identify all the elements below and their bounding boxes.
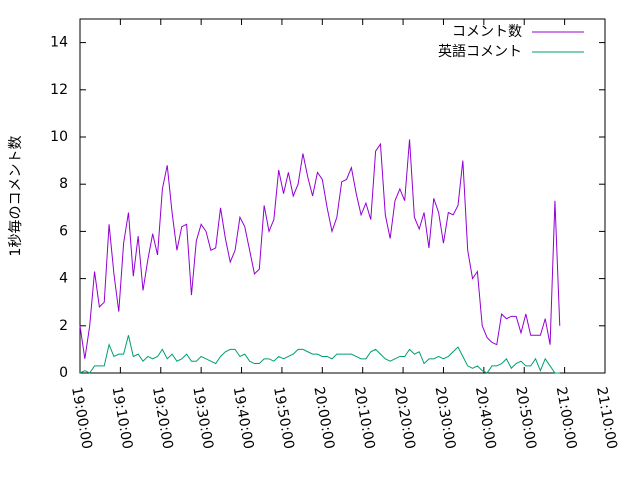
x-tick-label: 20:50:00 (512, 386, 539, 451)
x-tick-label: 20:10:00 (351, 386, 378, 451)
legend-label: コメント数 (452, 24, 522, 40)
y-tick-label: 8 (59, 176, 68, 192)
x-tick-label: 20:30:00 (432, 386, 459, 451)
x-tick-label: 19:30:00 (189, 386, 216, 451)
y-tick-label: 10 (50, 129, 68, 145)
y-axis-label: 1秒毎のコメント数 (8, 136, 24, 257)
data-line (79, 139, 561, 359)
x-tick-label: 20:20:00 (391, 386, 418, 451)
x-tick-label: 21:10:00 (593, 386, 620, 451)
legend-label: 英語コメント (438, 43, 522, 60)
x-tick-label: 21:00:00 (553, 386, 580, 451)
y-tick-label: 12 (50, 82, 68, 98)
y-tick-label: 4 (59, 271, 68, 287)
plot-border (79, 18, 606, 374)
y-tick-label: 6 (59, 223, 68, 239)
x-tick-label: 19:40:00 (230, 386, 257, 451)
y-tick-label: 2 (59, 318, 68, 334)
x-tick-label: 19:50:00 (270, 386, 297, 451)
y-tick-label: 14 (50, 35, 68, 51)
x-tick-label: 20:40:00 (472, 386, 499, 451)
x-tick-label: 20:00:00 (310, 386, 337, 451)
x-tick-label: 19:00:00 (68, 386, 95, 451)
y-tick-label: 0 (59, 365, 68, 381)
data-line (79, 335, 560, 374)
x-tick-label: 19:20:00 (149, 386, 176, 451)
x-tick-label: 19:10:00 (109, 386, 136, 451)
